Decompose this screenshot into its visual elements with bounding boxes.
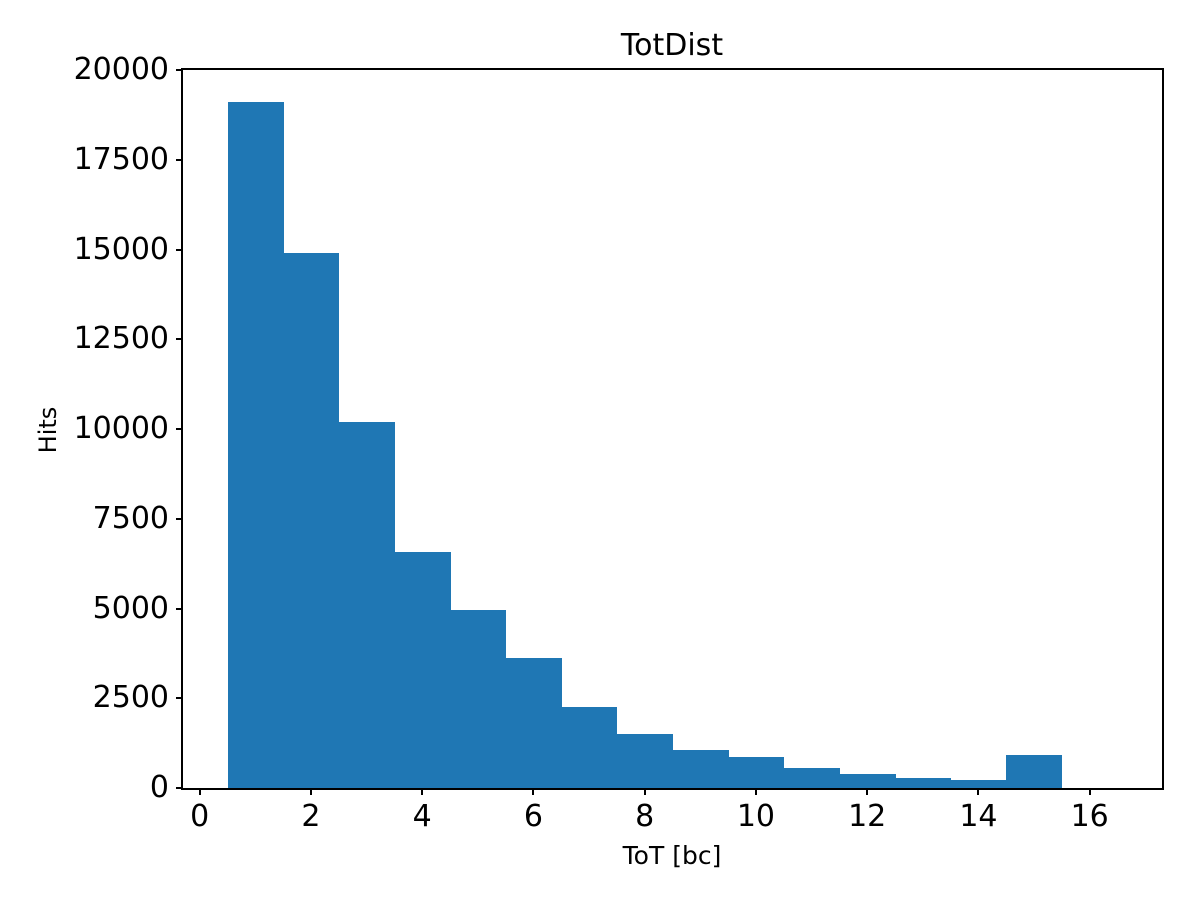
histogram-bar bbox=[338, 421, 395, 788]
histogram-bar bbox=[227, 102, 284, 788]
y-tick-mark bbox=[176, 158, 183, 161]
y-axis-label: Hits bbox=[33, 406, 62, 454]
y-tick-label: 5000 bbox=[92, 590, 169, 626]
histogram-bar bbox=[1006, 755, 1063, 788]
histogram-bar bbox=[283, 253, 340, 788]
x-tick-label: 16 bbox=[1070, 799, 1109, 834]
y-tick-mark bbox=[176, 517, 183, 520]
histogram-bar bbox=[505, 657, 562, 788]
chart-title: TotDist bbox=[620, 28, 724, 63]
histogram-bar bbox=[895, 778, 952, 788]
x-tick-mark bbox=[977, 788, 980, 795]
y-tick-mark bbox=[176, 428, 183, 430]
x-tick-mark bbox=[1088, 788, 1091, 795]
x-tick-label: 10 bbox=[736, 799, 776, 834]
x-tick-label: 2 bbox=[301, 799, 321, 834]
x-tick-mark bbox=[198, 788, 201, 795]
histogram-bar bbox=[394, 552, 451, 788]
y-tick-mark bbox=[176, 787, 183, 789]
y-tick-label: 10000 bbox=[73, 411, 169, 446]
y-tick-label: 0 bbox=[149, 770, 169, 805]
x-tick-label: 12 bbox=[848, 799, 887, 834]
histogram-bar bbox=[616, 733, 674, 788]
x-tick-mark bbox=[421, 788, 424, 795]
y-tick-label: 7500 bbox=[92, 500, 169, 536]
plot-area: 0 2 4 6 8 10 12 14 16 0 2500 5000 7500 10000 12500 1500… bbox=[74, 55, 1164, 832]
histogram-bar bbox=[783, 767, 840, 788]
x-tick-mark bbox=[754, 788, 757, 795]
y-tick-mark bbox=[176, 338, 183, 341]
histogram-bar bbox=[950, 779, 1007, 788]
y-tick-label: 15000 bbox=[73, 231, 169, 267]
x-tick-label: 14 bbox=[959, 799, 998, 834]
y-tick-mark bbox=[176, 697, 183, 700]
histogram-bar bbox=[561, 707, 618, 788]
histogram-bar bbox=[450, 610, 507, 788]
histogram-bar bbox=[728, 756, 785, 788]
x-tick-label: 4 bbox=[412, 799, 432, 834]
x-tick-mark bbox=[532, 788, 535, 795]
histogram-bar bbox=[839, 773, 896, 788]
y-tick-label: 12500 bbox=[73, 321, 169, 357]
y-tick-label: 17500 bbox=[73, 141, 169, 177]
x-tick-mark bbox=[309, 788, 312, 795]
x-tick-label: 6 bbox=[523, 799, 543, 834]
y-tick-mark bbox=[176, 248, 183, 251]
plot-canvas: 0 2 4 6 8 10 12 14 16 0 2500 5000 7500 10000 12500 1500… bbox=[74, 55, 1162, 832]
x-tick-label: 8 bbox=[635, 799, 655, 834]
x-tick-mark bbox=[866, 788, 869, 795]
x-axis-label: ToT [bc] bbox=[622, 841, 722, 870]
y-tick-label: 20000 bbox=[73, 52, 169, 87]
y-tick-mark bbox=[176, 69, 183, 71]
histogram-bar bbox=[672, 750, 729, 788]
y-tick-mark bbox=[176, 607, 183, 610]
x-tick-mark bbox=[643, 788, 646, 795]
x-tick-label: 0 bbox=[190, 799, 210, 834]
y-tick-label: 2500 bbox=[92, 680, 169, 716]
